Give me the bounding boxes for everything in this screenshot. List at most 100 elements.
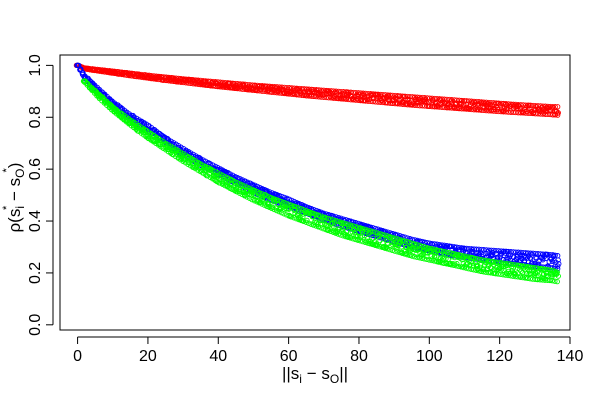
data-point <box>219 181 226 187</box>
x-axis-title-post: || <box>339 364 348 383</box>
data-point <box>463 265 469 271</box>
data-point <box>321 94 327 100</box>
data-point <box>380 228 386 234</box>
data-point <box>291 203 297 209</box>
data-point <box>510 261 516 268</box>
data-point <box>355 97 361 103</box>
data-point <box>370 228 376 235</box>
data-point <box>315 212 322 218</box>
data-point <box>522 275 528 281</box>
data-point <box>512 270 518 277</box>
data-point <box>332 89 338 96</box>
data-point <box>326 87 332 94</box>
data-point <box>476 246 482 252</box>
y-tick-label: 0.8 <box>27 106 44 128</box>
data-point <box>389 247 396 254</box>
data-point <box>325 215 332 222</box>
data-point <box>444 243 450 249</box>
data-point <box>527 250 534 256</box>
data-point <box>404 93 411 100</box>
data-point <box>370 98 376 105</box>
data-point <box>535 251 541 257</box>
data-point <box>276 198 282 204</box>
data-point <box>486 99 492 106</box>
data-point <box>284 195 290 201</box>
data-point <box>234 175 241 181</box>
data-point <box>406 252 413 259</box>
data-point <box>232 178 238 185</box>
data-point <box>74 62 81 69</box>
data-point <box>449 97 455 103</box>
data-point <box>471 246 477 252</box>
data-point <box>412 94 418 100</box>
data-point <box>323 215 329 221</box>
data-point <box>288 202 295 208</box>
data-point <box>544 266 551 273</box>
data-point <box>239 182 245 188</box>
plot-area-frame <box>59 54 571 331</box>
data-point <box>244 184 250 190</box>
data-point <box>429 95 435 101</box>
data-point <box>475 268 482 274</box>
data-point <box>453 263 460 269</box>
data-point <box>298 206 304 212</box>
data-point <box>344 94 351 100</box>
data-point <box>338 88 344 95</box>
data-point <box>556 261 562 267</box>
data-point <box>197 161 203 167</box>
data-point <box>463 253 469 260</box>
data-point <box>249 87 256 93</box>
data-point <box>399 237 405 243</box>
x-tick-label: 120 <box>486 348 513 365</box>
data-point <box>475 256 482 262</box>
data-point <box>505 266 511 272</box>
data-point <box>493 259 499 265</box>
data-point <box>498 108 504 115</box>
data-point <box>372 229 378 235</box>
data-point <box>296 205 302 211</box>
data-point <box>554 269 560 275</box>
data-point <box>156 73 162 80</box>
data-point <box>545 111 551 118</box>
data-point <box>362 232 368 239</box>
data-point <box>466 245 472 252</box>
data-point <box>448 98 454 104</box>
series-layer <box>73 62 562 285</box>
data-point <box>374 243 381 249</box>
data-point <box>286 85 292 91</box>
data-point <box>478 262 484 268</box>
data-point <box>281 84 288 91</box>
data-point <box>259 88 265 94</box>
data-point <box>515 262 521 268</box>
data-point <box>183 76 189 82</box>
data-point <box>281 211 287 217</box>
data-point <box>217 177 223 183</box>
data-point <box>441 248 447 255</box>
data-point <box>313 87 320 93</box>
data-point <box>266 83 273 89</box>
data-point <box>389 234 396 241</box>
data-point <box>406 239 413 246</box>
data-point <box>505 109 512 115</box>
data-point <box>493 247 499 254</box>
data-point <box>463 98 470 104</box>
data-point <box>555 253 561 259</box>
x-axis-title: ||si − sO|| <box>282 364 348 386</box>
data-point <box>269 83 275 90</box>
data-point <box>539 266 546 272</box>
data-point <box>288 214 295 220</box>
data-point <box>552 252 558 258</box>
data-point <box>306 220 312 226</box>
data-point <box>353 89 359 96</box>
data-point <box>495 271 501 277</box>
data-point <box>505 261 511 267</box>
x-axis-title-sub-o: O <box>330 372 339 386</box>
data-point <box>532 111 539 117</box>
data-point <box>242 81 248 87</box>
data-point <box>318 225 324 231</box>
data-point <box>404 252 410 258</box>
data-point <box>222 168 228 175</box>
data-point <box>544 277 551 283</box>
data-point <box>493 271 499 277</box>
data-point <box>544 108 550 114</box>
